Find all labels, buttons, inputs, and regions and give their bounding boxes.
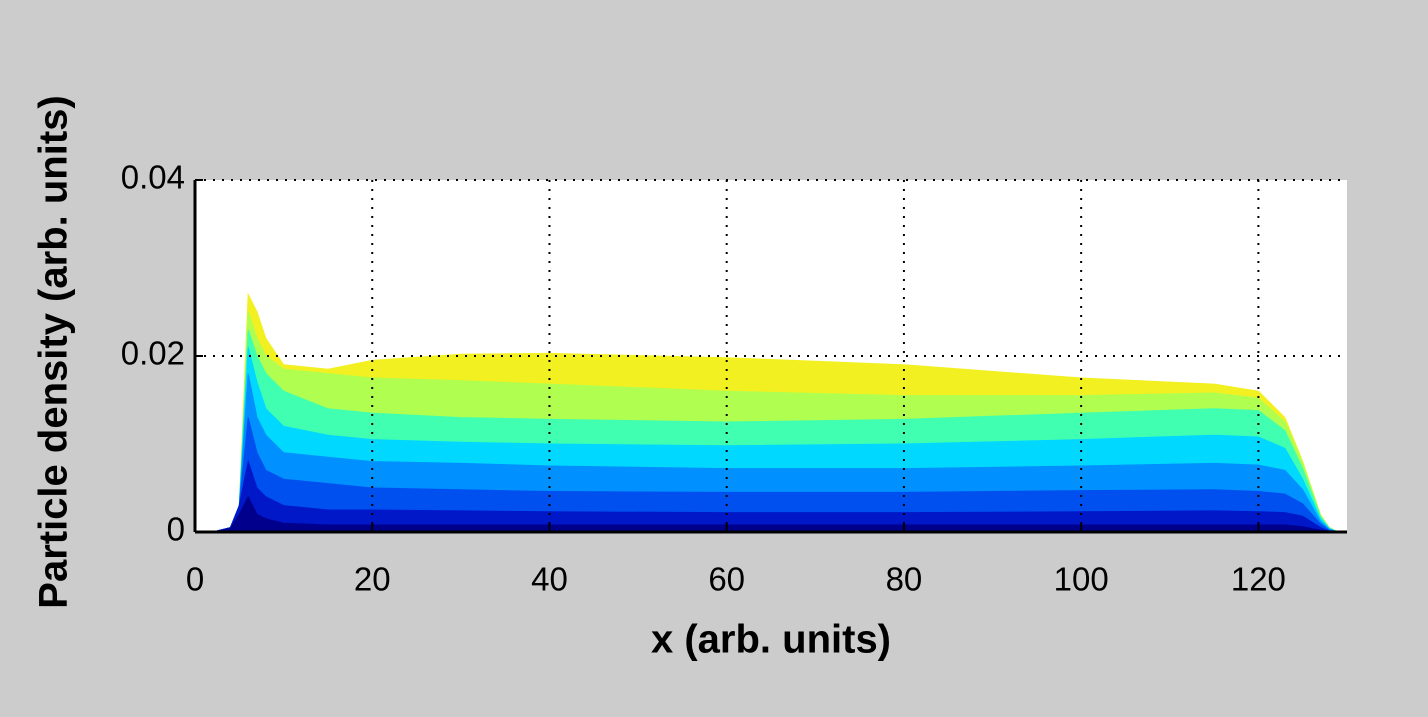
area-layer	[212, 417, 1339, 533]
x-tick-label: 0	[186, 561, 204, 598]
area-layer	[212, 495, 1339, 533]
x-tick-label: 100	[1054, 561, 1109, 598]
x-tick-label: 60	[708, 561, 745, 598]
layers	[212, 292, 1339, 533]
x-tick-label: 80	[886, 561, 923, 598]
x-axis-label: x (arb. units)	[651, 618, 891, 662]
area-layer	[212, 459, 1339, 533]
x-tick-label: 120	[1231, 561, 1286, 598]
x-tick-label: 40	[531, 561, 568, 598]
y-tick-label: 0.04	[121, 159, 185, 196]
y-tick-label: 0	[167, 511, 185, 548]
y-axis-label: Particle density (arb. units)	[32, 95, 76, 608]
x-tick-label: 20	[354, 561, 391, 598]
y-tick-label: 0.02	[121, 335, 185, 372]
